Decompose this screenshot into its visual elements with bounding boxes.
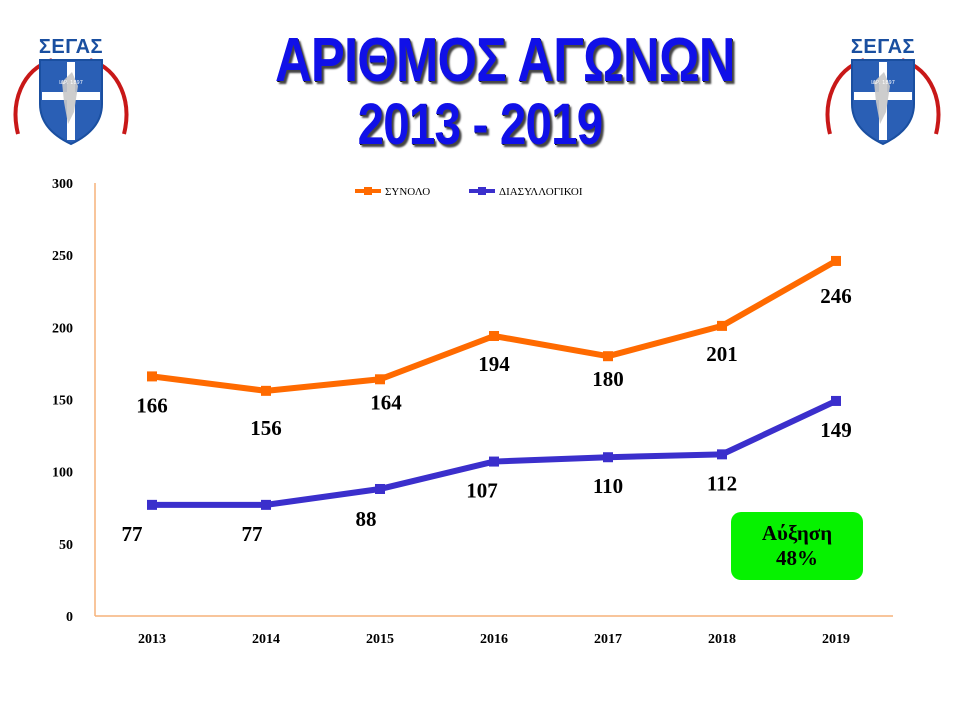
data-label: 112 <box>707 471 737 495</box>
page-title: ΑΡΙΘΜΟΣ ΑΓΩΝΩΝ 2013 - 2019 <box>230 26 736 157</box>
data-point <box>261 499 271 510</box>
logo-text: ΣΕΓΑΣ <box>850 36 916 58</box>
x-tick-label: 2015 <box>366 632 394 647</box>
logo-text: ΣΕΓΑΣ <box>38 36 104 58</box>
data-label: 156 <box>250 416 282 440</box>
y-tick-label: 150 <box>52 394 73 409</box>
badge-value: 48% <box>776 546 818 570</box>
sega-logo-right: ΣΕΓΑΣ ΙΔΡ. 1897 <box>824 36 942 146</box>
shield-emblem-icon: ΙΔΡ. 1897 <box>825 58 941 146</box>
title-line-2: 2013 - 2019 <box>357 92 604 157</box>
data-label: 194 <box>478 352 510 376</box>
data-point <box>375 374 385 385</box>
data-point <box>375 483 385 494</box>
x-tick-label: 2017 <box>594 632 622 647</box>
data-label: 149 <box>820 418 852 442</box>
data-point <box>147 371 157 382</box>
legend-label: ΔΙΑΣΥΛΛΟΓΙΚΟΙ <box>499 186 583 198</box>
data-point <box>147 499 157 510</box>
badge-label: Αύξηση <box>761 520 833 545</box>
y-tick-label: 250 <box>52 249 73 264</box>
data-label: 201 <box>706 342 738 366</box>
legend-label: ΣΥΝΟΛΟ <box>385 186 430 198</box>
x-tick-label: 2018 <box>708 632 736 647</box>
y-tick-label: 300 <box>52 177 73 192</box>
sega-logo-left: ΣΕΓΑΣ ΙΔΡ. 1897 <box>12 36 130 146</box>
data-point <box>831 395 841 406</box>
legend-marker <box>478 187 486 195</box>
logo-emblem-text: ΙΔΡ. 1897 <box>871 80 895 86</box>
data-point <box>717 320 727 331</box>
data-point <box>261 385 271 396</box>
shield-emblem-icon: ΙΔΡ. 1897 <box>13 58 129 146</box>
title-line-1: ΑΡΙΘΜΟΣ ΑΓΩΝΩΝ <box>275 26 736 95</box>
data-point <box>489 330 499 341</box>
data-label: 88 <box>356 507 377 531</box>
data-point <box>717 449 727 460</box>
data-point <box>603 452 613 463</box>
y-tick-label: 100 <box>52 466 73 481</box>
data-point <box>603 351 613 362</box>
data-label: 110 <box>593 474 623 498</box>
x-tick-label: 2013 <box>138 632 166 647</box>
data-point <box>831 255 841 266</box>
data-label: 166 <box>136 393 168 417</box>
increase-badge: Αύξηση 48% <box>731 512 863 580</box>
data-label: 246 <box>820 284 852 308</box>
logo-emblem-text: ΙΔΡ. 1897 <box>59 80 83 86</box>
data-label: 77 <box>242 522 263 546</box>
data-label: 107 <box>466 479 498 503</box>
data-label: 180 <box>592 367 624 391</box>
x-tick-label: 2019 <box>822 632 850 647</box>
data-label: 77 <box>122 522 143 546</box>
legend-marker <box>364 187 372 195</box>
x-tick-label: 2016 <box>480 632 508 647</box>
y-tick-label: 200 <box>52 321 73 336</box>
data-point <box>489 456 499 467</box>
data-label: 164 <box>370 390 402 414</box>
y-tick-label: 0 <box>66 610 73 625</box>
y-tick-label: 50 <box>59 538 73 553</box>
x-tick-label: 2014 <box>252 632 280 647</box>
